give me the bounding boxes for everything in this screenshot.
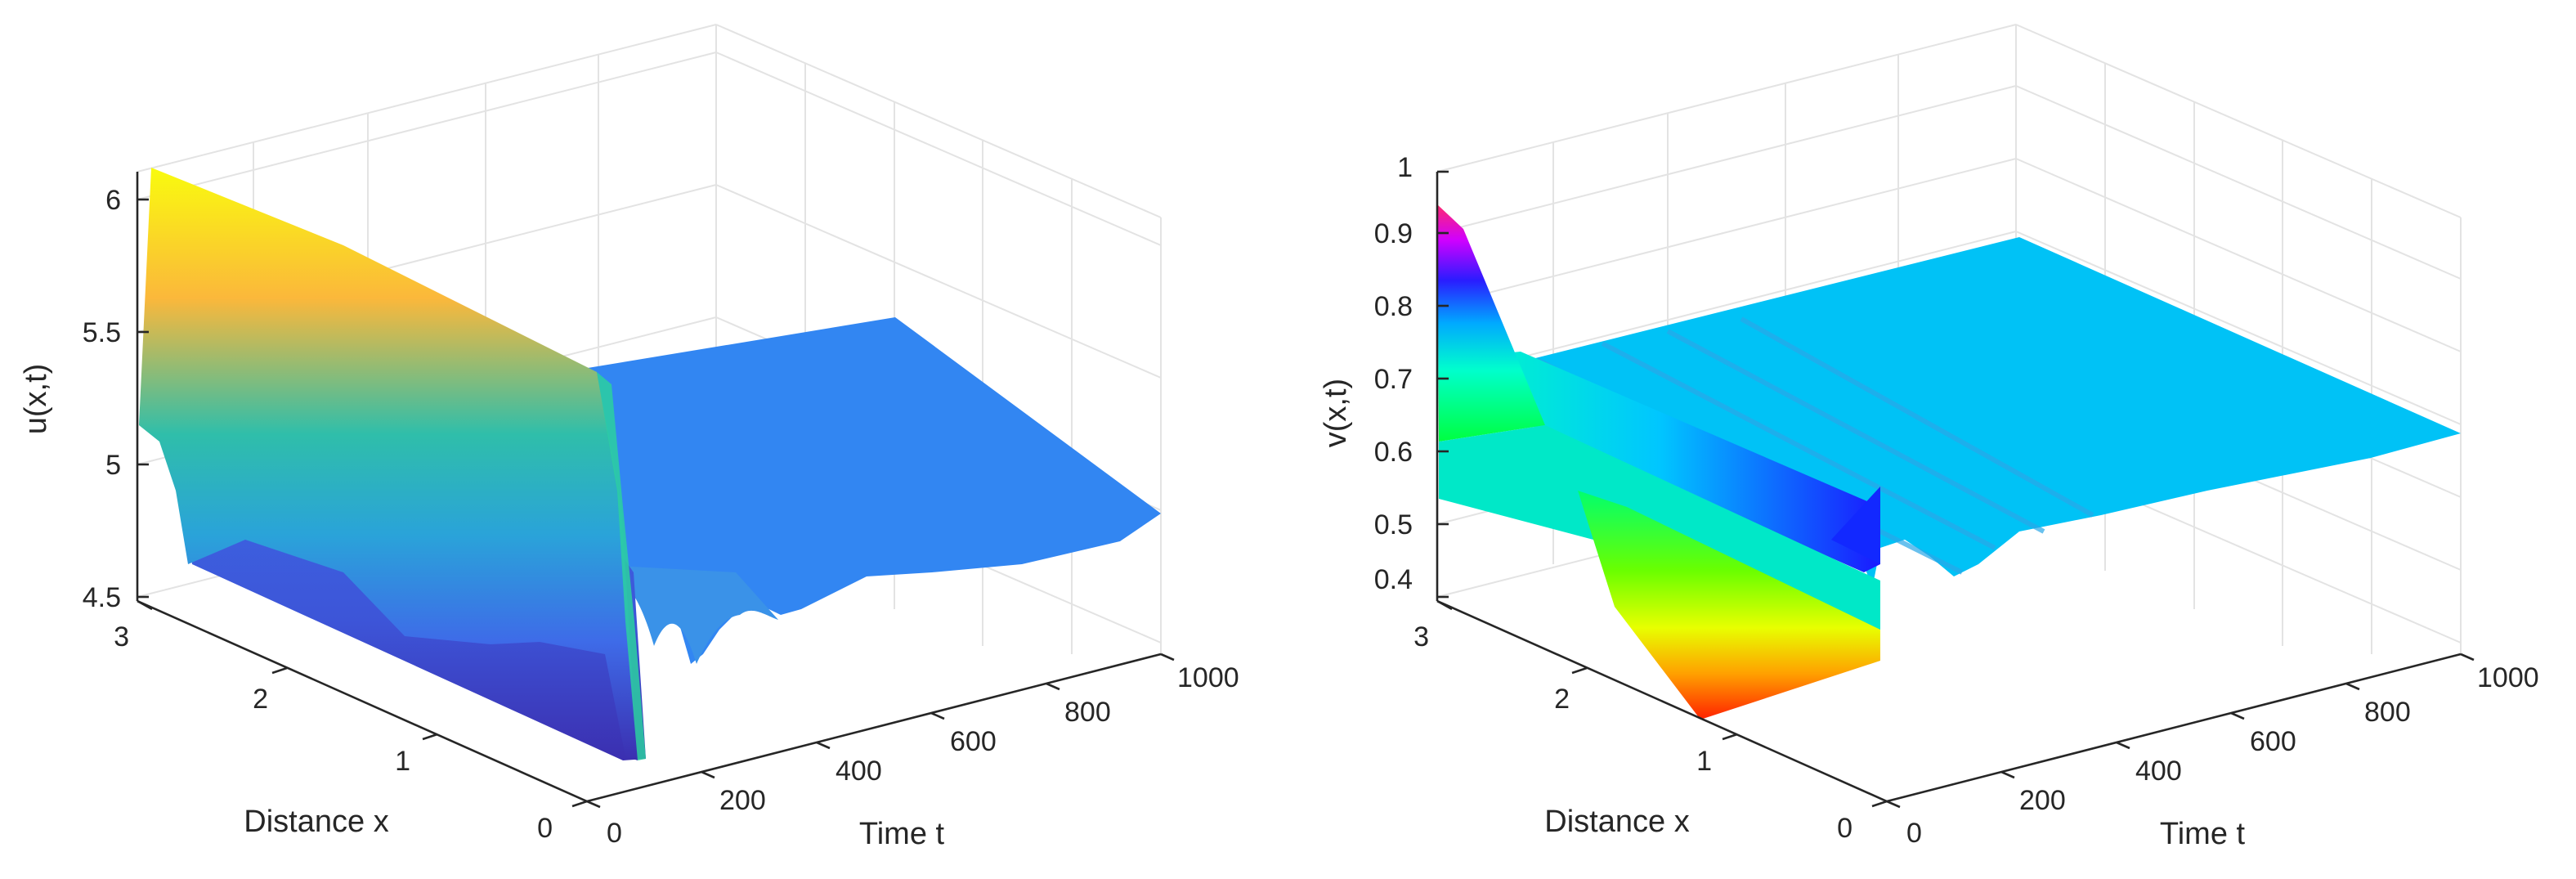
x-tick-label: 2 — [253, 684, 268, 715]
t-tick-label: 400 — [2135, 756, 2182, 787]
t-tick-label: 800 — [1064, 697, 1111, 728]
z-tick-label: 1 — [1397, 152, 1413, 183]
z-axis-label: v(x,t) — [1319, 379, 1353, 447]
z-axis-label: u(x,t) — [19, 364, 53, 435]
x-tick-label: 1 — [395, 746, 410, 777]
x-axis-ticks: 0 1 2 3 — [114, 599, 588, 844]
x-tick-label: 0 — [1837, 813, 1852, 844]
t-tick-label: 400 — [836, 756, 882, 787]
z-tick-label: 0.6 — [1374, 437, 1413, 468]
surface-front — [139, 168, 638, 760]
t-tick-label: 200 — [719, 785, 766, 816]
x-tick-label: 0 — [537, 813, 553, 844]
t-tick-label: 1000 — [2477, 662, 2539, 693]
t-tick-label: 800 — [2364, 697, 2411, 728]
x-axis-ticks: 0 1 2 3 — [1413, 599, 1888, 844]
axes — [136, 172, 1162, 803]
t-tick-label: 200 — [2019, 785, 2066, 816]
z-tick-label: 0.4 — [1374, 564, 1413, 595]
z-tick-label: 6 — [105, 185, 121, 216]
chart-u-surface: 6 5.5 5 4.5 0 1 2 3 0 200 400 6 0 — [19, 24, 1239, 851]
z-tick-label: 4.5 — [83, 582, 121, 613]
t-axis-ticks: 0 200 400 600 800 1000 — [1886, 653, 2539, 849]
chart-v-surface: 1 0.9 0.8 0.7 0.6 0.5 0.4 0 1 2 3 — [1319, 24, 2539, 851]
t-tick-label: 600 — [2250, 726, 2296, 757]
surface-drop — [597, 372, 646, 760]
axes — [1436, 172, 2462, 803]
t-axis-label: Time t — [2160, 817, 2246, 851]
z-tick-label: 0.5 — [1374, 509, 1413, 540]
t-axis-label: Time t — [859, 817, 945, 851]
x-tick-label: 2 — [1554, 684, 1570, 715]
z-tick-label: 5.5 — [83, 317, 121, 348]
z-tick-label: 0.8 — [1374, 291, 1413, 322]
x-tick-label: 1 — [1696, 746, 1712, 777]
z-tick-label: 5 — [105, 450, 121, 481]
surface-spike — [1831, 487, 1880, 564]
t-axis-ticks: 0 200 400 600 800 1000 — [586, 653, 1239, 849]
surface-valley — [1578, 491, 1880, 720]
surface-ripple — [589, 564, 778, 664]
x-tick-label: 3 — [114, 621, 129, 653]
surface-strip — [1437, 204, 1545, 442]
x-axis-label: Distance x — [1544, 805, 1689, 839]
t-tick-label: 600 — [950, 726, 997, 757]
z-tick-label: 0.9 — [1374, 218, 1413, 249]
t-tick-label: 1000 — [1177, 662, 1239, 693]
t-tick-label: 0 — [607, 818, 622, 849]
t-tick-label: 0 — [1906, 818, 1922, 849]
surface-band — [1439, 352, 1880, 572]
x-tick-label: 3 — [1413, 621, 1429, 653]
x-axis-label: Distance x — [244, 805, 388, 839]
z-tick-label: 0.7 — [1374, 364, 1413, 395]
surface-plateau — [1529, 237, 2461, 589]
z-axis-ticks: 6 5.5 5 4.5 — [83, 185, 149, 613]
z-axis-ticks: 1 0.9 0.8 0.7 0.6 0.5 0.4 — [1374, 152, 1449, 599]
